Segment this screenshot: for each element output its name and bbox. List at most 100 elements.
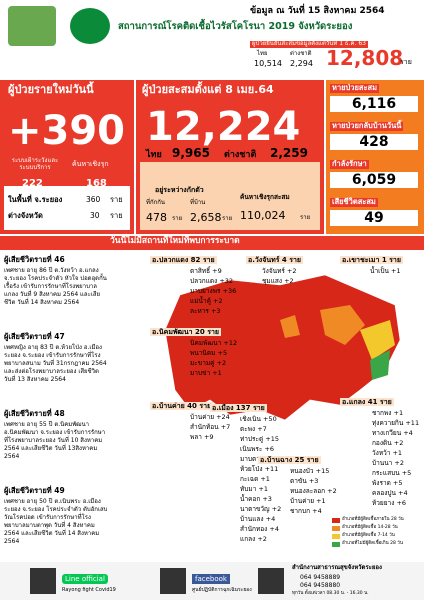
subdistrict: มะขามคู่ +2 (190, 359, 227, 367)
label: ค้นหาเชิงรุก (72, 160, 109, 168)
unit: ราย (110, 211, 123, 220)
banner-bg (0, 236, 424, 250)
death-text: เพศชาย อายุ 86 ปี ต.วังหว้า อ.แกลง จ.ระย… (4, 267, 107, 307)
subdistrict: นิคมพัฒนา +12 (190, 339, 238, 347)
value: 222 (22, 178, 43, 189)
unit: ราย (400, 58, 412, 66)
facebook-badge: facebook (192, 574, 230, 585)
value: 30 (90, 211, 100, 220)
subdistrict: ชุมแสง +2 (262, 277, 294, 285)
slogan: Rayong fight Covid19 (62, 587, 116, 593)
value: 478 (146, 211, 167, 224)
unit: ราย (222, 215, 233, 222)
death-title: ผู้เสียชีวิตรายที่ 46 (4, 255, 65, 264)
subdistrict: ปลวกแดง +32 (190, 277, 234, 285)
label: อยู่ระหว่างกักตัว (155, 186, 204, 194)
status-value: 6,059 (330, 172, 418, 189)
district-name: อ.วังจันทร์ 4 ราย (246, 256, 304, 265)
label: ที่บ้าน (190, 199, 206, 206)
subdistrict: ตาสิทธิ์ +9 (190, 267, 222, 275)
phone: 064 9458889 (300, 574, 341, 581)
legend-swatch (332, 526, 340, 531)
logo-rayong (8, 6, 56, 46)
district-name: อ.เขาชะเมา 1 ราย (340, 256, 403, 265)
label: ในพื้นที่ จ.ระยอง (8, 195, 63, 204)
death-text: เพศชาย อายุ 55 ปี ต.นิคมพัฒนา อ.นิคมพัฒน… (4, 421, 106, 461)
subdistrict: พังราด +5 (372, 479, 403, 487)
value: 168 (86, 178, 107, 189)
since-label: ผู้ป่วยยืนยันสะสมข้อมูลตั้งแต่วันที่ 1 ธ… (250, 40, 368, 48)
subdistrict: วังหว้า +1 (372, 449, 403, 457)
subdistrict: คลองปูน +4 (372, 489, 408, 497)
label: ไทย (146, 150, 162, 160)
value: 360 (86, 195, 101, 204)
status-value: 6,116 (330, 96, 418, 113)
panel-title: ผู้ป่วยรายใหม่วันนี้ (8, 83, 94, 96)
hours: ทุกวัน ตั้งแต่เวลา 08.30 น. - 16.30 น. (292, 591, 369, 596)
subdistrict: เนินพระ +6 (240, 445, 275, 453)
value: 9,965 (172, 146, 210, 160)
legend-swatch (332, 542, 340, 547)
status-label: หายป่วยสะสม (330, 83, 380, 93)
subdistrict: บ้านค่าย +1 (290, 497, 326, 505)
district-name: อ.แกลง 41 ราย (340, 398, 394, 407)
qr-code (258, 568, 284, 594)
subdistrict: พนานิคม +5 (190, 349, 228, 357)
subdistrict: ทุ่งควายกิน +11 (372, 419, 420, 427)
subdistrict: ห้วยยาง +6 (372, 499, 407, 507)
cumulative-subpanel (140, 162, 320, 230)
subdistrict: ตาขัน +3 (290, 477, 319, 485)
subdistrict: บ้านนา +2 (372, 459, 404, 467)
label: ต่างชาติ (224, 150, 257, 160)
subdistrict: ท่าประดู่ +15 (240, 435, 280, 443)
subdistrict: กระแสบน +5 (372, 469, 412, 477)
status-label: เสียชีวิตสะสม (330, 197, 378, 207)
banner: วันนี้ไม่มีสถานที่ใหม่ที่พบการระบาด (110, 236, 240, 246)
total: 12,808 (326, 46, 404, 70)
status-value: 49 (330, 210, 418, 227)
subdistrict: เชิงเนิน +50 (240, 415, 277, 423)
subdistrict: ตะพง +7 (240, 425, 267, 433)
qr-code (30, 568, 56, 594)
subdistrict: หนองบัว +15 (290, 467, 330, 475)
label: ต่างชาติ (290, 50, 312, 57)
map (164, 274, 401, 547)
new-today-subpanel (4, 186, 130, 230)
subdistrict: บ้านค่าย +24 (190, 413, 230, 421)
subdistrict: ชากบก +4 (290, 507, 322, 515)
label: ค้นหาเชิงรุกสะสม (240, 193, 290, 201)
label: ต่างจังหวัด (8, 211, 43, 220)
legend-label: อำเภอที่ไม่มีผู้ติดเชื้อเกิน 28 วัน (342, 541, 403, 546)
qr-code (160, 568, 186, 594)
district-name: อ.บ้านฉาง 25 ราย (258, 456, 321, 465)
subdistrict: มาบยางพร +36 (190, 287, 237, 295)
district-name: อ.เมือง 137 ราย (210, 404, 267, 413)
subdistrict: แกลง +2 (240, 535, 267, 543)
unit: ราย (300, 214, 311, 221)
district-name: อ.นิคมพัฒนา 20 ราย (150, 328, 222, 337)
subdistrict: ละหาร +3 (190, 307, 221, 315)
logo-moph (70, 8, 110, 44)
big-number: +390 (8, 108, 126, 154)
value: 2,658 (190, 211, 222, 224)
date: ข้อมูล ณ วันที่ 15 สิงหาคม 2564 (250, 6, 385, 16)
subdistrict: น้ำคอก +3 (240, 495, 272, 503)
subdistrict: ทับมา +1 (240, 485, 268, 493)
phone: 064 9458880 (300, 582, 341, 589)
subdistrict: กะเฉด +1 (240, 475, 270, 483)
map-area (280, 315, 300, 338)
legend-label: อำเภอที่มีผู้ติดเชื้อภายใน 28 วัน (342, 517, 404, 522)
status-value: 428 (330, 134, 418, 151)
death-title: ผู้เสียชีวิตรายที่ 48 (4, 409, 65, 418)
subdistrict: กองดิน +2 (372, 439, 404, 447)
value: 2,259 (270, 146, 308, 160)
district-name: อ.บ้านค่าย 40 ราย (150, 402, 214, 411)
title: สถานการณ์โรคติดเชื้อไวรัสโคโรนา 2019 จัง… (118, 21, 353, 32)
legend-label: อำเภอที่มีผู้ติดเชื้อ 7-14 วัน (342, 533, 395, 538)
map-area (320, 305, 365, 345)
subdistrict: ห้วยโป่ง +11 (240, 465, 279, 473)
org: สำนักงานสาธารณสุขจังหวัดระยอง (292, 564, 382, 571)
unit: ราย (172, 215, 183, 222)
big-number: 12,224 (146, 104, 301, 150)
death-title: ผู้เสียชีวิตรายที่ 47 (4, 332, 65, 341)
